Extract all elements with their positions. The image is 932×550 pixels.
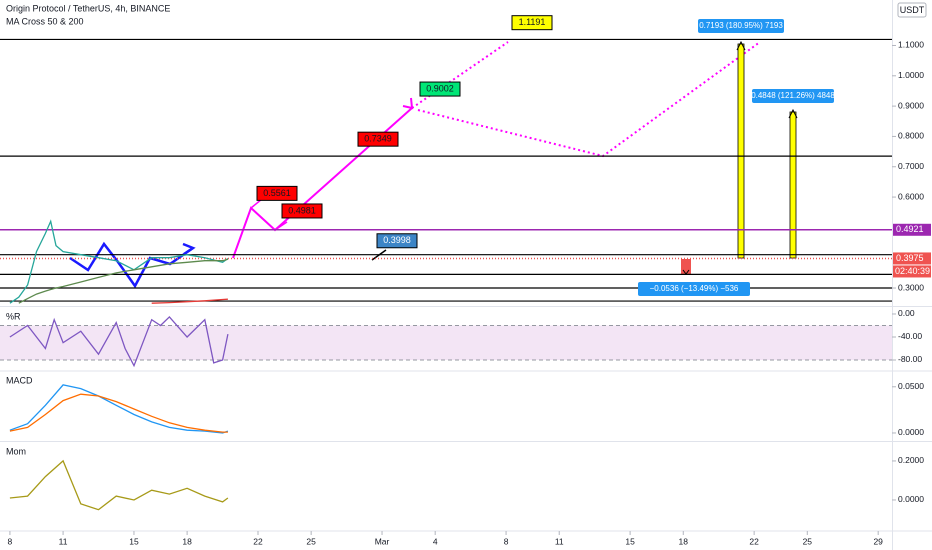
y-tick-label: 0.00: [898, 308, 915, 318]
measure-label: 0.4848 (121.26%) 4848: [751, 91, 835, 100]
countdown-box: [893, 265, 931, 278]
y-tick-label: 0.8000: [898, 131, 924, 141]
x-tick-label: 8: [504, 536, 509, 546]
annotation-box: [419, 81, 461, 97]
annotation-box: [376, 233, 418, 249]
y-tick-label: 0.6000: [898, 191, 924, 201]
price-label-box: [893, 223, 931, 236]
x-tick-label: Mar: [375, 536, 390, 546]
x-tick-label: 15: [625, 536, 635, 546]
annotation: 0.7349: [364, 134, 392, 144]
annotation-box: [281, 203, 323, 219]
y-tick-label: 0.0000: [898, 494, 924, 504]
series-line: [9, 315, 229, 368]
x-tick-label: 25: [306, 536, 316, 546]
y-tick-label: -80.00: [898, 354, 922, 364]
x-tick-label: 8: [8, 536, 13, 546]
y-tick-label: 0.3000: [898, 282, 924, 292]
x-tick-label: 29: [873, 536, 883, 546]
pane-title: %R: [6, 311, 21, 321]
series-line: [9, 384, 229, 434]
series-line: [151, 298, 228, 304]
x-tick-label: 11: [555, 536, 564, 546]
annotation: 0.3998: [383, 235, 411, 245]
series-line: [9, 219, 229, 304]
annotation: 0.9002: [426, 83, 454, 93]
annotation: 0.4981: [288, 205, 316, 215]
measure-box: [698, 19, 784, 33]
y-tick-label: 0.0500: [898, 381, 924, 391]
annotation-box: [357, 131, 399, 147]
y-tick-label: 0.2000: [898, 455, 924, 465]
annotation: 1.1191: [519, 17, 546, 27]
series-line: [18, 258, 229, 304]
y-tick-label: 0.9000: [898, 100, 924, 110]
x-tick-label: 4: [433, 536, 438, 546]
annotation-box: [256, 185, 298, 201]
countdown: 02:40:39: [895, 266, 930, 276]
y-tick-label: -40.00: [898, 331, 922, 341]
measure-box: [638, 282, 750, 296]
y-tick-label: 0.0000: [898, 427, 924, 437]
price-label-box: [893, 252, 931, 265]
y-tick-label: 1.0000: [898, 70, 924, 80]
x-tick-label: 18: [182, 536, 192, 546]
measure-label: 0.7193 (180.95%) 7193: [699, 21, 783, 30]
annotation-box: [511, 15, 553, 31]
measure-box: [752, 89, 834, 103]
x-tick-label: 11: [59, 536, 68, 546]
currency-button[interactable]: [897, 2, 927, 18]
series-line: [9, 459, 229, 511]
currency[interactable]: USDT: [900, 5, 925, 15]
price-label: 0.3975: [896, 253, 924, 263]
annotation: 0.5561: [263, 188, 291, 198]
x-tick-label: 22: [253, 536, 263, 546]
x-tick-label: 15: [129, 536, 139, 546]
x-tick-label: 18: [679, 536, 689, 546]
price-label: 0.4921: [896, 224, 924, 234]
y-tick-label: 1.1000: [898, 40, 924, 50]
band: [0, 325, 892, 360]
x-tick-label: 22: [749, 536, 759, 546]
pane-title: MACD: [6, 375, 33, 385]
chart-title: Origin Protocol / TetherUS, 4h, BINANCE: [6, 3, 170, 13]
series-line: [9, 393, 228, 433]
indicator-name: MA Cross 50 & 200: [6, 16, 84, 26]
y-tick-label: 0.7000: [898, 161, 924, 171]
measure-label: −0.0536 (−13.49%) −536: [650, 284, 739, 293]
pane-title: Mom: [6, 446, 26, 456]
x-tick-label: 25: [803, 536, 813, 546]
